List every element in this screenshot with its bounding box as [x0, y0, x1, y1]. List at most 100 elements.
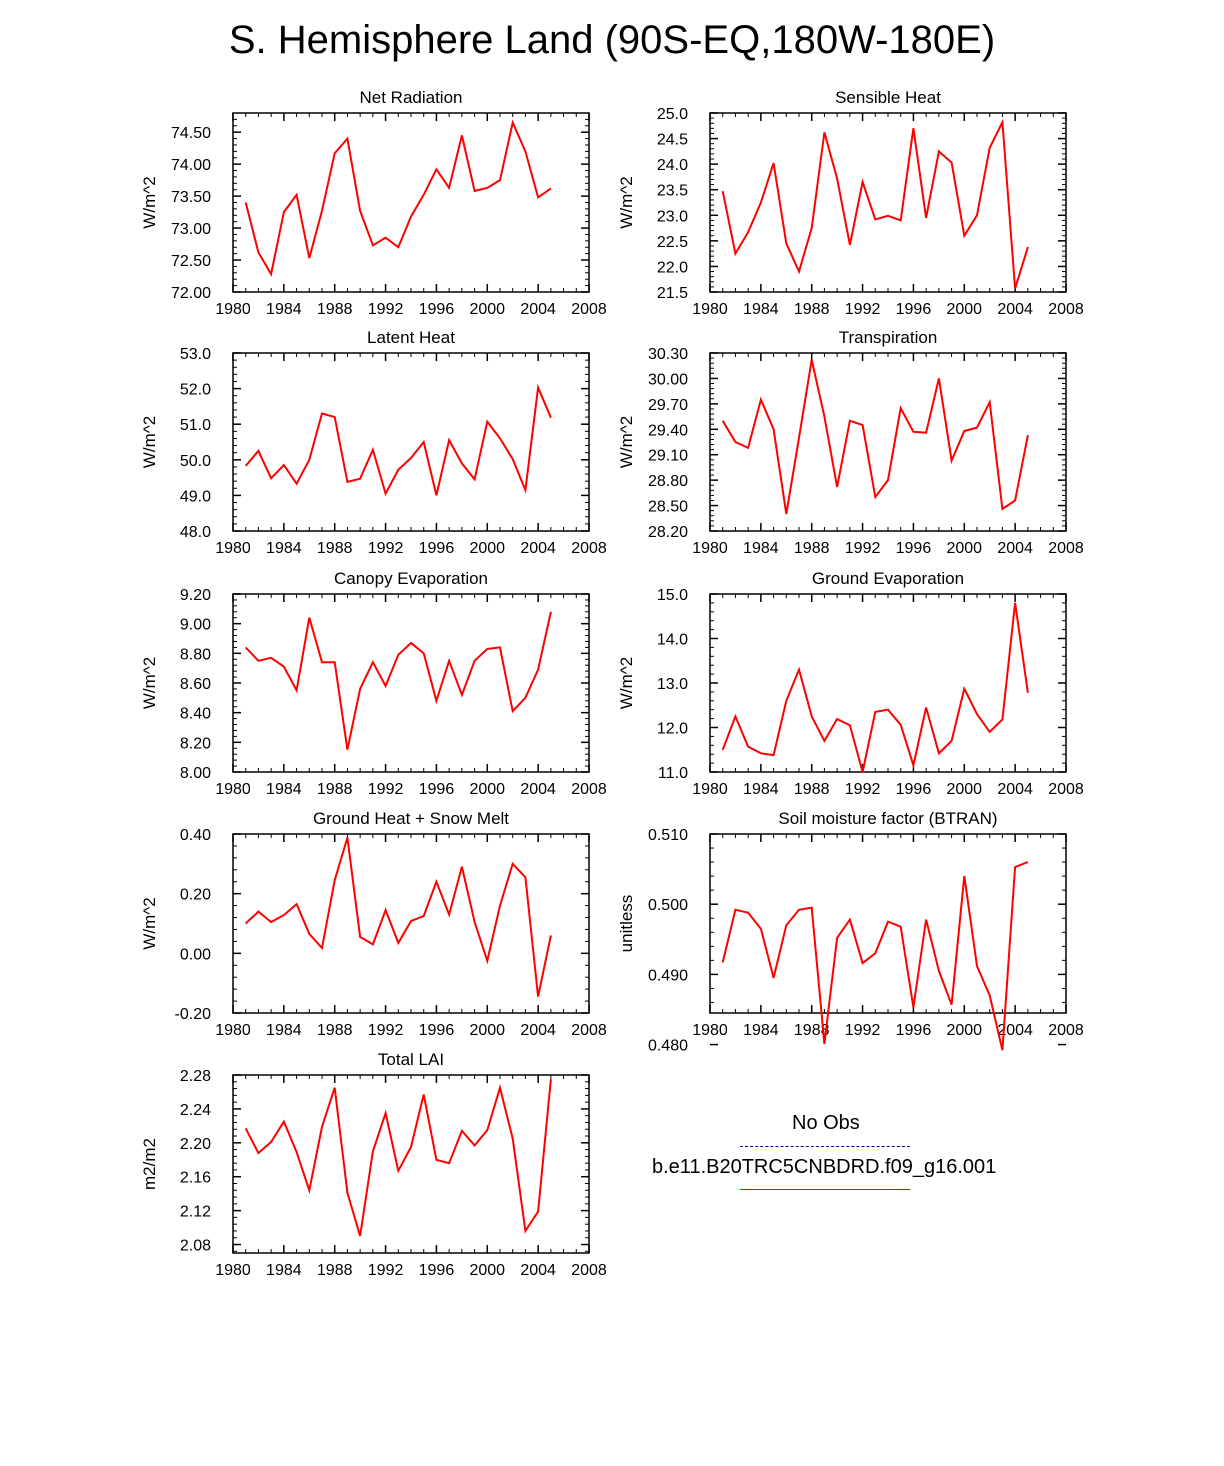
x-tick-label: 1980 — [215, 1262, 251, 1279]
y-tick-label: 24.0 — [657, 157, 688, 174]
x-tick-label: 1992 — [845, 781, 881, 798]
y-tick-label: 29.40 — [648, 422, 688, 439]
chart-panel-7: Soil moisture factor (BTRAN) unitless 1980… — [617, 809, 1084, 1055]
x-tick-label: 2004 — [520, 1022, 556, 1039]
x-tick-label: 2000 — [469, 540, 505, 557]
x-tick-label: 2004 — [997, 540, 1033, 557]
chart-panel-6: Ground Heat + Snow Melt W/m^2 1980 1984 1988… — [140, 809, 607, 1039]
x-tick-label: 2000 — [946, 1022, 982, 1039]
y-tick-label: 24.5 — [657, 132, 688, 149]
x-tick-label: 1988 — [317, 301, 353, 318]
y-tick-label: 73.50 — [171, 189, 211, 206]
y-axis-label: W/m^2 — [140, 416, 159, 468]
x-tick-label: 1992 — [368, 301, 404, 318]
x-tick-label: 1992 — [368, 1262, 404, 1279]
chart-title: Ground Evaporation — [812, 569, 964, 588]
x-tick-label: 1980 — [215, 1022, 251, 1039]
y-tick-label: 2.24 — [180, 1102, 211, 1119]
x-tick-label: 1984 — [266, 781, 302, 798]
x-tick-label: 2004 — [997, 781, 1033, 798]
series-line-0 — [721, 602, 1029, 773]
series-line-0 — [721, 359, 1029, 515]
x-tick-label: 1992 — [368, 1022, 404, 1039]
x-tick-label: 2008 — [1048, 781, 1084, 798]
x-tick-label: 2004 — [520, 781, 556, 798]
x-tick-label: 1996 — [419, 781, 455, 798]
x-tick-label: 2000 — [946, 540, 982, 557]
x-tick-label: 1980 — [692, 540, 728, 557]
y-tick-label: 74.50 — [171, 125, 211, 142]
x-tick-label: 2000 — [946, 781, 982, 798]
y-tick-label: 52.0 — [180, 382, 211, 399]
x-tick-label: 1980 — [692, 1022, 728, 1039]
y-tick-label: 23.0 — [657, 208, 688, 225]
y-tick-label: 0.510 — [648, 827, 688, 844]
y-axis-label: unitless — [617, 895, 636, 953]
chart-panel-2: Latent Heat W/m^2 1980 1984 1988 1992 1996 2000… — [140, 328, 607, 557]
y-tick-label: 28.20 — [648, 524, 688, 541]
y-tick-label: 28.80 — [648, 473, 688, 490]
y-tick-label: 28.50 — [648, 499, 688, 516]
x-tick-label: 2000 — [469, 1022, 505, 1039]
plot-frame — [232, 112, 590, 293]
x-tick-label: 2004 — [520, 301, 556, 318]
y-tick-label: 0.500 — [648, 897, 688, 914]
y-tick-label: 0.00 — [180, 946, 211, 963]
plot-frame — [232, 593, 590, 773]
y-axis-label: W/m^2 — [140, 657, 159, 709]
y-tick-label: 73.00 — [171, 221, 211, 238]
series-line-0 — [244, 1079, 552, 1237]
y-tick-label: 2.28 — [180, 1068, 211, 1085]
y-tick-label: 8.20 — [180, 735, 211, 752]
x-tick-label: 2008 — [571, 1022, 607, 1039]
chart-title: Canopy Evaporation — [334, 569, 488, 588]
y-axis-label: W/m^2 — [617, 176, 636, 228]
x-tick-label: 1984 — [743, 301, 779, 318]
y-tick-label: 22.5 — [657, 234, 688, 251]
x-tick-label: 1996 — [419, 1022, 455, 1039]
y-tick-label: 8.60 — [180, 676, 211, 693]
chart-title: Net Radiation — [359, 88, 462, 107]
plot-frame — [232, 833, 590, 1014]
y-tick-label: 8.80 — [180, 646, 211, 663]
x-tick-label: 2008 — [1048, 1022, 1084, 1039]
x-tick-label: 1984 — [266, 1022, 302, 1039]
series-line-0 — [721, 118, 1029, 289]
chart-panel-3: Transpiration W/m^2 1980 1984 1988 1992 1996 20… — [617, 328, 1084, 557]
plot-frame — [709, 352, 1067, 532]
y-tick-label: 2.20 — [180, 1136, 211, 1153]
x-tick-label: 1988 — [317, 781, 353, 798]
legend-model-label: b.e11.B20TRC5CNBDRD.f09_g16.001 — [652, 1156, 997, 1178]
page-title: S. Hemisphere Land (90S-EQ,180W-180E) — [228, 18, 996, 62]
x-tick-label: 2000 — [469, 781, 505, 798]
legend-obs-label: No Obs — [792, 1112, 860, 1134]
x-tick-label: 1988 — [317, 1022, 353, 1039]
chart-title: Soil moisture factor (BTRAN) — [778, 809, 997, 828]
x-tick-label: 1992 — [368, 540, 404, 557]
y-tick-label: 2.12 — [180, 1204, 211, 1221]
series-line-0 — [244, 611, 552, 750]
chart-panel-8: Total LAI m2/m2 1980 1984 1988 1992 1996 2000 20… — [140, 1050, 607, 1279]
y-tick-label: 15.0 — [657, 587, 688, 604]
y-tick-label: 29.70 — [648, 397, 688, 414]
y-tick-label: 9.00 — [180, 617, 211, 634]
x-tick-label: 1984 — [266, 540, 302, 557]
x-tick-label: 2000 — [946, 301, 982, 318]
y-tick-label: 50.0 — [180, 453, 211, 470]
x-tick-label: 2008 — [1048, 301, 1084, 318]
y-axis-label: W/m^2 — [140, 897, 159, 949]
y-tick-label: 9.20 — [180, 587, 211, 604]
y-tick-label: 8.40 — [180, 706, 211, 723]
x-tick-label: 1996 — [419, 540, 455, 557]
x-tick-label: 1988 — [317, 1262, 353, 1279]
x-tick-label: 1996 — [896, 1022, 932, 1039]
chart-title: Sensible Heat — [835, 88, 941, 107]
chart-title: Latent Heat — [367, 328, 455, 347]
legend-obs-line — [740, 1146, 910, 1147]
x-tick-label: 1996 — [896, 540, 932, 557]
series-line-0 — [245, 837, 552, 997]
y-tick-label: 72.00 — [171, 285, 211, 302]
x-tick-label: 2004 — [997, 1022, 1033, 1039]
x-tick-label: 1980 — [215, 301, 251, 318]
